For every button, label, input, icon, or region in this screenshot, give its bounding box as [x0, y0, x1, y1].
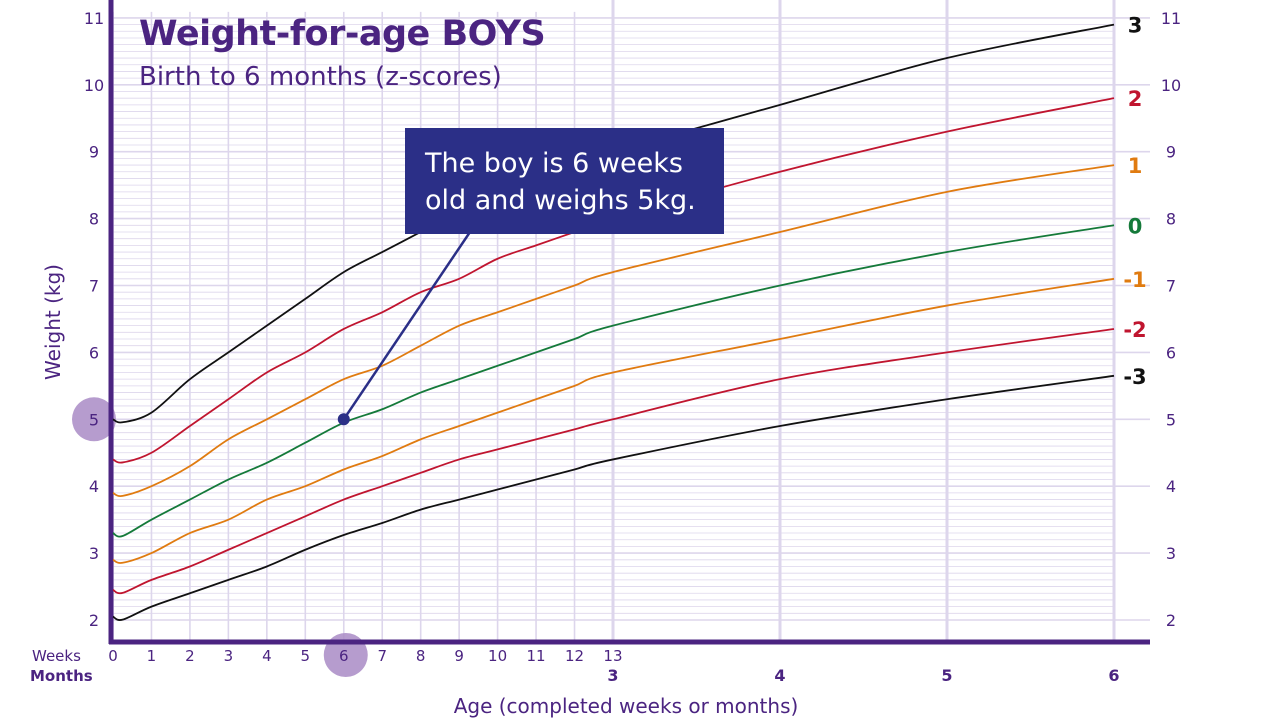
week-tick-label: 11	[527, 647, 546, 665]
week-tick-label: 8	[416, 647, 426, 665]
z-label-1: 1	[1128, 154, 1143, 178]
y-tick-label-right: 3	[1166, 544, 1176, 563]
annotation-pointer	[342, 231, 472, 420]
y-tick-label-left: 4	[89, 477, 99, 496]
week-tick-label: 5	[301, 647, 311, 665]
chart-subtitle: Birth to 6 months (z-scores)	[139, 62, 502, 92]
week-tick-label: 12	[565, 647, 584, 665]
month-tick-label: 5	[941, 666, 952, 685]
y-tick-label-left: 6	[89, 343, 99, 362]
y-tick-label-left: 5	[89, 410, 99, 429]
week-tick-label: 7	[377, 647, 387, 665]
y-tick-label-right: 9	[1166, 143, 1176, 162]
annotation-line-1: The boy is 6 weeks	[425, 148, 683, 179]
month-tick-label: 4	[774, 666, 785, 685]
annotation-callout: The boy is 6 weeks old and weighs 5kg.	[405, 128, 724, 234]
month-tick-label: 6	[1108, 666, 1119, 685]
z-curve-1	[112, 164, 1115, 497]
z-label--2: -2	[1123, 318, 1146, 342]
z-curve-0	[112, 224, 1115, 538]
y-tick-label-left: 11	[84, 9, 104, 28]
month-tick-label: 3	[607, 666, 618, 685]
y-tick-label-right: 5	[1166, 410, 1176, 429]
y-tick-label-left: 9	[89, 143, 99, 162]
y-tick-label-left: 7	[89, 277, 99, 296]
z-curve--3	[112, 374, 1115, 621]
week-tick-label: 0	[108, 647, 118, 665]
z-curve--1	[112, 277, 1115, 564]
week-tick-label: 3	[224, 647, 234, 665]
weeks-row-label: Weeks	[32, 647, 81, 665]
z-label-2: 2	[1128, 87, 1143, 111]
highlight-weight-tick	[72, 397, 116, 442]
chart-title: Weight-for-age BOYS	[139, 14, 546, 54]
y-tick-label-right: 2	[1166, 611, 1176, 630]
z-curve-2	[112, 97, 1115, 464]
y-axis-label: Weight (kg)	[41, 264, 65, 380]
months-row-label: Months	[30, 667, 93, 685]
y-tick-label-right: 4	[1166, 477, 1176, 496]
week-tick-label: 9	[454, 647, 464, 665]
y-tick-label-right: 11	[1161, 9, 1181, 28]
z-curve--2	[112, 328, 1115, 595]
z-label--3: -3	[1123, 365, 1146, 389]
annotation-line-2: old and weighs 5kg.	[425, 185, 696, 216]
y-tick-label-right: 8	[1166, 210, 1176, 229]
y-tick-label-right: 10	[1161, 76, 1181, 95]
data-point-marker	[337, 413, 350, 426]
x-axis-label: Age (completed weeks or months)	[454, 694, 799, 718]
y-tick-label-right: 7	[1166, 277, 1176, 296]
week-tick-label: 10	[488, 647, 507, 665]
y-tick-label-left: 8	[89, 210, 99, 229]
z-label-0: 0	[1128, 214, 1143, 238]
y-tick-label-left: 2	[89, 611, 99, 630]
week-tick-label: 6	[339, 647, 349, 665]
week-tick-label: 4	[262, 647, 272, 665]
z-label--1: -1	[1123, 268, 1146, 292]
y-tick-label-right: 6	[1166, 343, 1176, 362]
y-tick-label-left: 3	[89, 544, 99, 563]
week-tick-label: 1	[147, 647, 157, 665]
week-tick-label: 2	[185, 647, 195, 665]
week-tick-label: 13	[603, 647, 622, 665]
y-tick-label-left: 10	[84, 76, 104, 95]
z-label-3: 3	[1128, 14, 1143, 38]
